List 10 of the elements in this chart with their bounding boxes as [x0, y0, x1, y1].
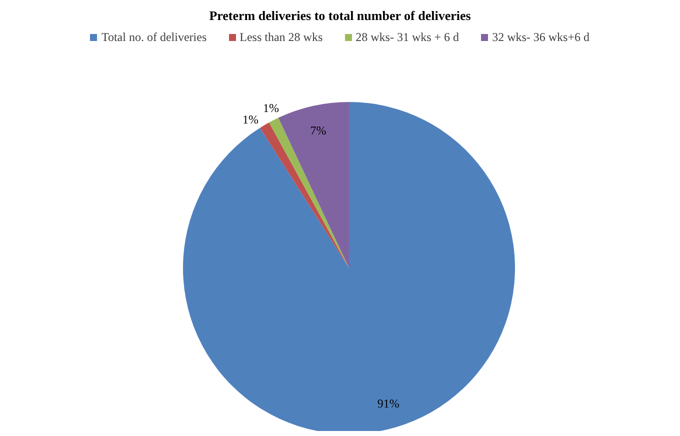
data-label: 1% — [242, 112, 258, 127]
legend-label: 32 wks- 36 wks+6 d — [492, 30, 590, 45]
data-label: 1% — [262, 101, 279, 116]
legend-label: Less than 28 wks — [240, 30, 323, 45]
pie-slice — [278, 102, 349, 268]
legend-label: 28 wks- 31 wks + 6 d — [356, 30, 460, 45]
legend-label: Total no. of deliveries — [101, 30, 207, 45]
data-label: 91% — [377, 396, 400, 410]
data-label: 7% — [310, 123, 326, 138]
chart-title: Preterm deliveries to total number of deliveries — [208, 8, 472, 24]
